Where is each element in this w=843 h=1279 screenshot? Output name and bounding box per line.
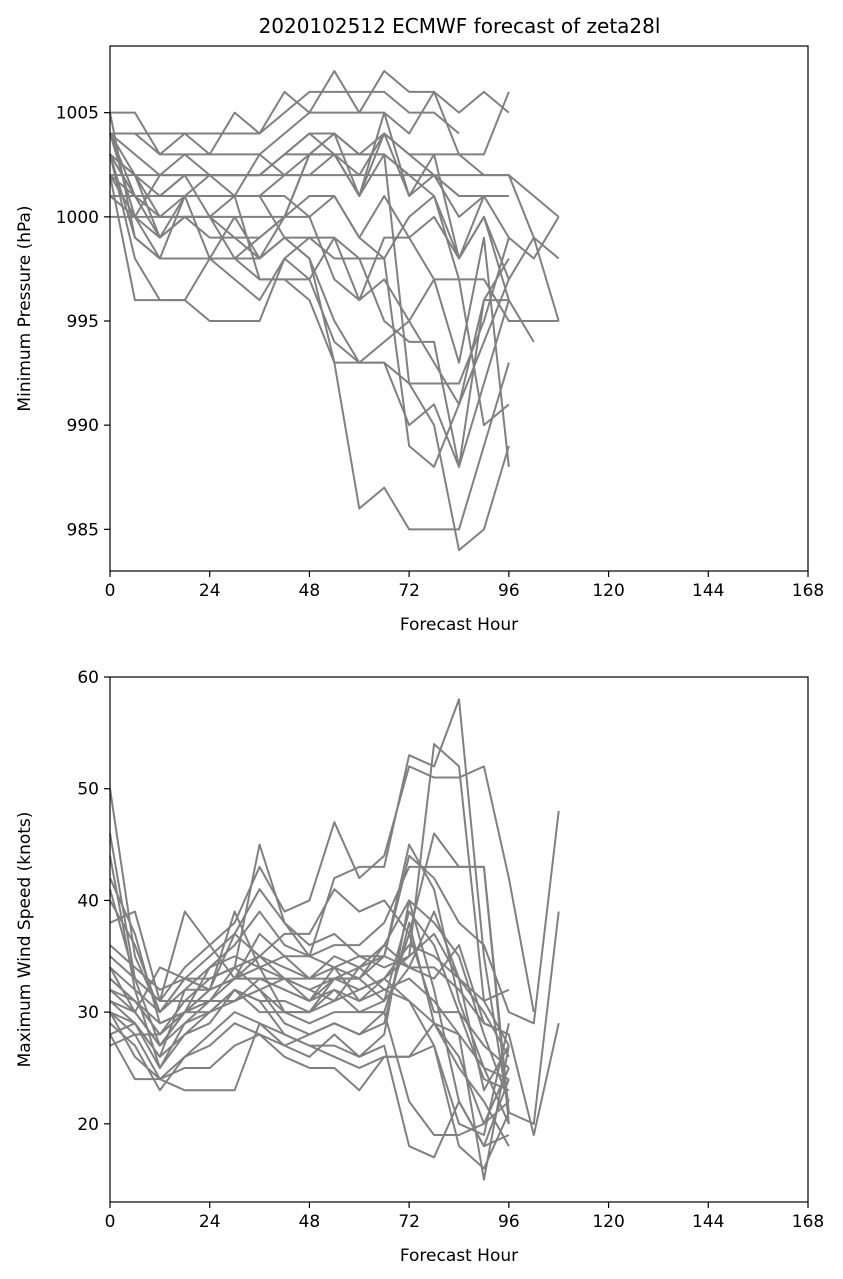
wind-x-tick-label: 0	[105, 1212, 116, 1232]
pressure-x-tick-label: 72	[398, 581, 420, 601]
pressure-x-axis-label: Forecast Hour	[400, 615, 518, 635]
pressure-y-tick-label: 1005	[56, 104, 99, 124]
pressure-y-tick-label: 995	[67, 312, 99, 332]
chart-title: 2020102512 ECMWF forecast of zeta28l	[259, 14, 661, 38]
pressure-y-tick-label: 985	[67, 520, 99, 540]
wind-x-tick-label: 120	[592, 1212, 624, 1232]
wind-y-axis-label: Maximum Wind Speed (knots)	[15, 812, 35, 1068]
pressure-y-tick-label: 990	[67, 416, 99, 436]
pressure-x-tick-label: 48	[299, 581, 321, 601]
wind-series-line-22	[109, 910, 510, 1092]
wind-plot-frame	[109, 676, 809, 1203]
pressure-plot-frame	[109, 45, 809, 572]
wind-series-line-18	[109, 966, 510, 1159]
pressure-x-tick-label: 0	[105, 581, 116, 601]
pressure-x-tick-label: 144	[692, 581, 724, 601]
wind-x-axis-label: Forecast Hour	[400, 1246, 518, 1266]
wind-x-tick-label: 72	[398, 1212, 420, 1232]
pressure-x-tick-label: 120	[592, 581, 624, 601]
pressure-series-line-2	[110, 90, 510, 156]
wind-x-tick-label: 168	[792, 1212, 824, 1232]
wind-y-tick-label: 20	[77, 1115, 99, 1135]
pressure-panel: 0 24 48 72 96 120 144 168 985 990 995 1000 1005 Forec…	[15, 45, 824, 635]
wind-series-group	[109, 698, 560, 1181]
wind-x-tick-label: 48	[299, 1212, 321, 1232]
wind-x-tick-label: 144	[692, 1212, 724, 1232]
wind-y-tick-label: 60	[77, 668, 99, 688]
wind-series-line-17	[109, 966, 510, 1136]
wind-series-line-11	[109, 932, 510, 1069]
wind-series-line-15	[109, 977, 510, 1125]
wind-panel: 0 24 48 72 96 120 144 168 20 30 40 50 60 Forecast Hou…	[15, 668, 824, 1266]
pressure-series-line-1	[110, 90, 460, 135]
wind-x-tick-label: 24	[199, 1212, 221, 1232]
pressure-series-line-20	[110, 153, 509, 197]
pressure-series-line-14	[109, 174, 509, 468]
wind-series-line-19	[109, 1011, 510, 1181]
pressure-y-axis-label: Minimum Pressure (hPa)	[15, 205, 35, 411]
wind-series-line-20	[109, 1022, 510, 1136]
pressure-series-group	[109, 70, 560, 552]
pressure-x-tick-label: 24	[199, 581, 221, 601]
pressure-x-tick-label: 168	[792, 581, 824, 601]
pressure-x-tick-label: 96	[498, 581, 520, 601]
pressure-series-line-17	[109, 132, 560, 218]
wind-y-tick-label: 50	[77, 780, 99, 800]
wind-x-tick-label: 96	[498, 1212, 520, 1232]
wind-y-tick-label: 40	[77, 891, 99, 911]
pressure-series-line-19	[109, 174, 510, 406]
pressure-series-line-9	[109, 112, 510, 427]
pressure-y-tick-label: 1000	[56, 208, 99, 228]
wind-series-line-21	[109, 832, 510, 1124]
wind-series-line-5	[109, 765, 535, 1013]
wind-series-line-23	[109, 743, 510, 1014]
wind-y-tick-label: 30	[77, 1003, 99, 1023]
